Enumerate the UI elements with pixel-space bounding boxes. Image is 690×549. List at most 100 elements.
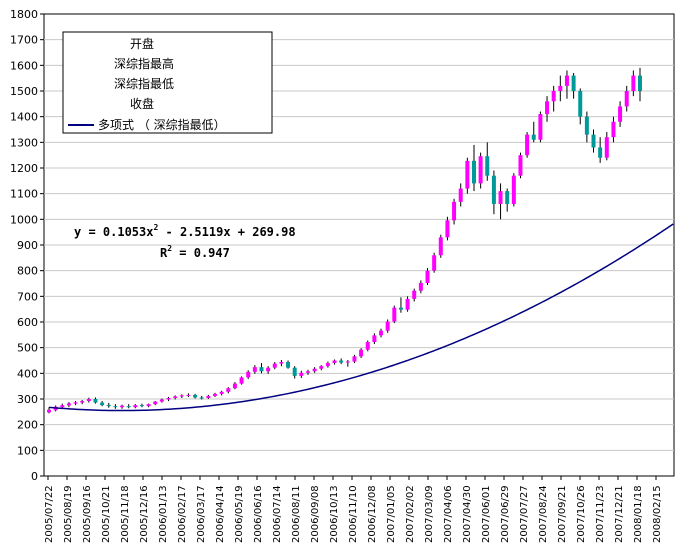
candle-body [458, 188, 463, 202]
y-tick-label: 600 [17, 316, 38, 329]
candle-body [638, 75, 642, 91]
candle-body [598, 147, 603, 158]
candle-body [47, 409, 51, 413]
x-tick-label: 2006/07/14 [272, 485, 283, 543]
candle-body [166, 397, 171, 400]
y-tick-label: 1300 [10, 136, 38, 149]
y-tick-label: 1800 [10, 8, 38, 21]
y-tick-label: 500 [17, 342, 38, 355]
legend-entry-low: 深综指最低 [114, 76, 174, 91]
candle-body [146, 404, 151, 407]
candle-body [179, 395, 184, 397]
candle-body [392, 307, 397, 322]
x-tick-label: 2006/04/14 [215, 485, 226, 543]
candle-body [505, 191, 510, 204]
trend-equation: y = 0.1053x2 - 2.5119x + 269.98 R2 = 0.9… [74, 223, 296, 260]
x-tick-label: 2006/02/17 [177, 485, 188, 543]
y-tick-label: 700 [17, 290, 38, 303]
x-tick-label: 2008/02/15 [652, 485, 663, 543]
candle-body [432, 255, 437, 271]
y-tick-label: 1500 [10, 85, 38, 98]
y-tick-label: 1600 [10, 59, 38, 72]
candle-body [498, 191, 503, 204]
candle-body [485, 156, 490, 176]
x-tick-label: 2007/04/30 [462, 485, 473, 543]
candle-body [405, 298, 410, 310]
x-tick-label: 2006/11/10 [348, 485, 359, 543]
candle-body [445, 220, 450, 238]
candle-body [478, 156, 483, 184]
candle-body [312, 368, 317, 372]
x-tick-label: 2006/09/08 [310, 485, 321, 543]
candle-body [292, 367, 297, 376]
candle-body [213, 393, 218, 396]
candle-body [511, 175, 516, 204]
candle-body [425, 270, 430, 283]
legend-entry-trend: 多项式 （ 深综指最低） [98, 117, 226, 132]
x-axis-ticks: 2005/07/22 2005/08/19 2005/09/16 2005/10/21… [44, 476, 663, 543]
candle-body [232, 383, 237, 389]
candle-body [578, 91, 583, 117]
x-tick-label: 2005/11/18 [120, 485, 131, 543]
candle-body [126, 406, 131, 408]
y-tick-label: 100 [17, 444, 38, 457]
legend-entry-high: 深综指最高 [114, 56, 174, 71]
candle-body [604, 137, 609, 158]
candle-body [159, 399, 164, 402]
x-tick-label: 2006/06/16 [253, 485, 264, 543]
candle-body [239, 377, 244, 384]
legend-entry-open: 开盘 [130, 36, 154, 51]
y-axis-ticks: 0 100 200 300 400 500 600 700 800 900 1000 1100 1200… [10, 8, 44, 483]
candle-body [584, 116, 589, 135]
x-tick-label: 2007/11/23 [595, 485, 606, 543]
candle-body [86, 399, 91, 402]
candle-body [193, 394, 198, 398]
candle-body [332, 360, 337, 364]
x-tick-label: 2007/09/21 [557, 485, 568, 543]
candle-body [133, 405, 138, 408]
x-tick-label: 2006/05/19 [234, 485, 245, 543]
candle-body [591, 134, 596, 148]
candle-body [106, 404, 111, 407]
candle-body [471, 160, 476, 184]
x-tick-label: 2007/12/21 [614, 485, 625, 543]
x-tick-label: 2005/08/19 [63, 485, 74, 543]
candle-body [73, 402, 78, 404]
legend-box [62, 31, 273, 134]
candle-body [545, 101, 550, 115]
candle-body [385, 321, 390, 331]
candle-body [299, 372, 304, 376]
candle-body [305, 371, 310, 373]
candle-body [325, 363, 330, 367]
candle-body [412, 290, 417, 299]
candle-body [531, 134, 536, 140]
candle-body [352, 356, 357, 362]
y-tick-label: 1100 [10, 188, 38, 201]
y-tick-label: 900 [17, 239, 38, 252]
candle-body [100, 402, 105, 406]
r-squared-text: R2 = 0.947 [160, 244, 230, 260]
x-tick-label: 2007/03/09 [424, 485, 435, 543]
candle-body [491, 175, 496, 204]
candle-body [186, 394, 191, 396]
candle-body [66, 403, 71, 406]
candle-body [465, 160, 470, 189]
candle-body [286, 362, 291, 368]
candle-body [120, 405, 125, 408]
legend-entry-close: 收盘 [130, 96, 154, 111]
x-tick-label: 2007/04/06 [443, 485, 454, 543]
candle-body [226, 388, 231, 392]
y-tick-label: 400 [17, 367, 38, 380]
candle-body [345, 361, 350, 363]
candle-body [246, 371, 251, 378]
x-tick-label: 2005/07/22 [44, 485, 55, 543]
candle-body [339, 360, 344, 363]
x-tick-label: 2007/01/05 [386, 485, 397, 543]
candle-body [558, 85, 563, 91]
candle-body [359, 349, 364, 357]
x-tick-label: 2007/06/29 [500, 485, 511, 543]
y-tick-label: 0 [31, 470, 38, 483]
candle-body [173, 396, 178, 398]
candle-body [438, 237, 443, 256]
